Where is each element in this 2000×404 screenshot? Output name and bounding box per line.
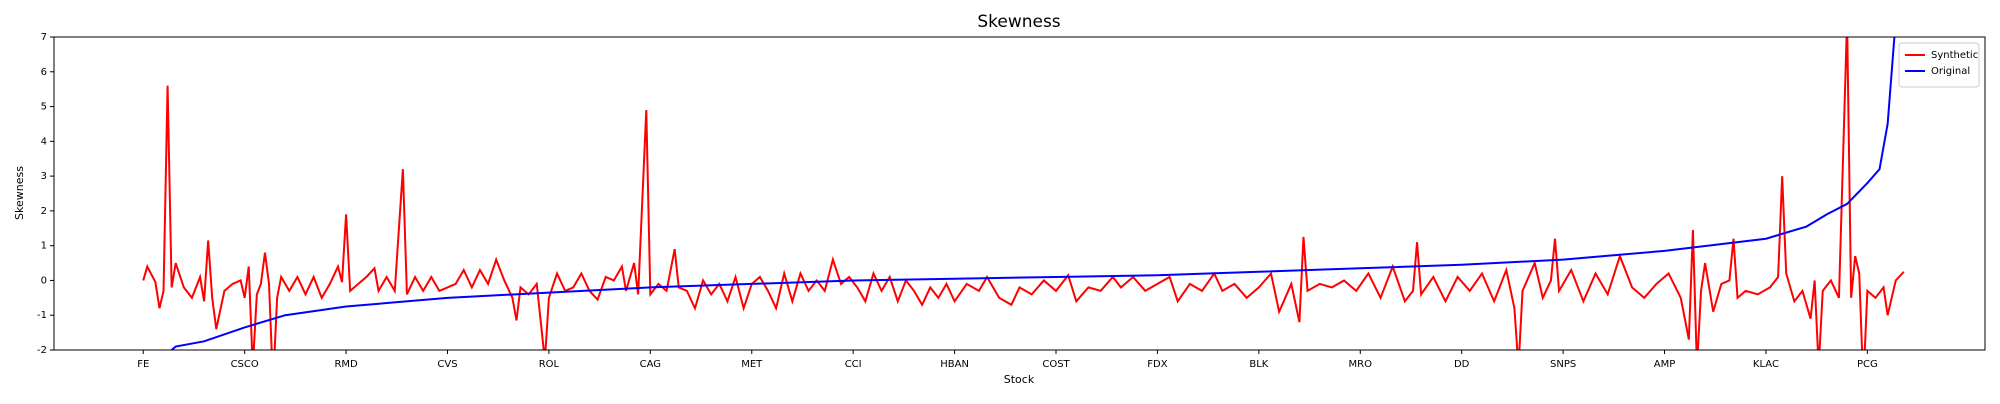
x-axis-label: Stock — [1004, 373, 1035, 386]
y-tick-label: 5 — [41, 102, 47, 113]
x-tick-label: MET — [741, 359, 763, 370]
y-tick-label: 2 — [41, 206, 47, 217]
x-tick-label: MRO — [1349, 359, 1373, 370]
plot-area — [142, 37, 1905, 350]
y-tick-label: -1 — [37, 310, 47, 321]
x-tick-label: FE — [137, 359, 149, 370]
x-tick-label: FDX — [1147, 359, 1167, 370]
y-tick-label: 1 — [41, 241, 47, 252]
legend-label: Original — [1931, 66, 1970, 77]
y-tick-label: 3 — [41, 171, 47, 182]
x-tick-label: BLK — [1249, 359, 1268, 370]
y-tick-label: -2 — [37, 345, 47, 356]
x-tick-label: KLAC — [1753, 359, 1779, 370]
plot-frame — [53, 36, 1986, 351]
y-axis-label: Skewness — [13, 166, 26, 220]
x-tick-label: CVS — [437, 359, 457, 370]
x-tick-label: CSCO — [231, 359, 259, 370]
series-line — [170, 37, 1896, 350]
y-tick-label: 4 — [41, 136, 47, 147]
legend-label: Synthetic — [1931, 50, 1978, 61]
y-tick-label: 6 — [41, 67, 47, 78]
x-tick-label: CAG — [640, 359, 661, 370]
x-tick-label: SNPS — [1550, 359, 1576, 370]
x-tick-label: PCG — [1857, 359, 1878, 370]
series-line — [142, 37, 1905, 350]
y-tick-label: 0 — [41, 275, 47, 286]
x-tick-label: AMP — [1654, 359, 1676, 370]
x-tick-label: ROL — [539, 359, 560, 370]
x-tick-label: HBAN — [940, 359, 969, 370]
x-tick-label: DD — [1454, 359, 1470, 370]
y-tick-label: 7 — [41, 32, 47, 43]
x-tick-label: COST — [1042, 359, 1070, 370]
x-tick-label: CCI — [845, 359, 862, 370]
chart-title: Skewness — [977, 12, 1060, 32]
x-tick-label: RMD — [334, 359, 358, 370]
